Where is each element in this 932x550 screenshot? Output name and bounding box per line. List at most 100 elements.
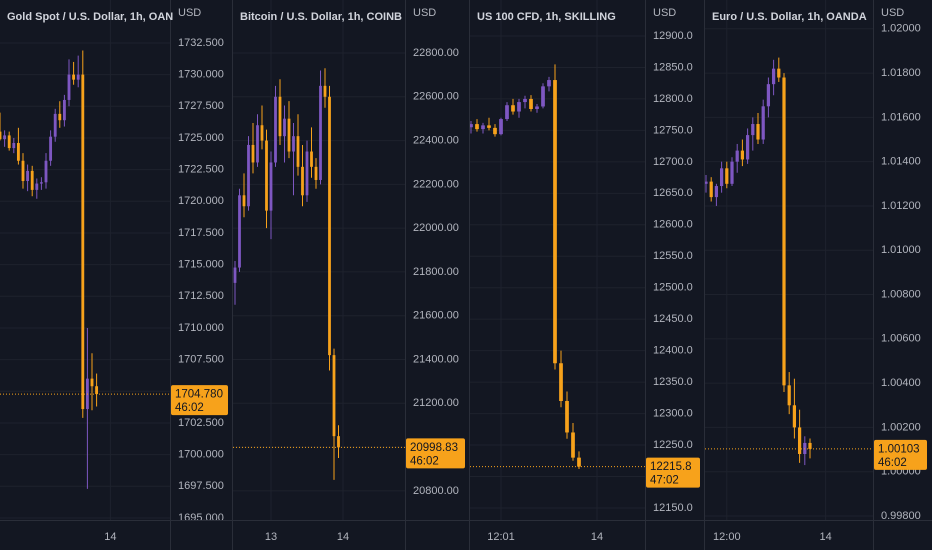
countdown-label: 46:02 [410,455,439,467]
x-tick-label: 12:00 [713,531,741,543]
plot-area [0,0,170,520]
candle-body [719,168,724,187]
y-tick-label: 1707.500 [178,354,224,366]
y-tick-label: 1725.000 [178,132,224,144]
candle-body [714,186,719,198]
candle-body [283,118,286,137]
y-tick-label: 12600.0 [653,219,693,231]
candle-body [3,135,7,140]
candle-body [256,125,259,163]
candle-body [278,96,282,137]
y-axis-label: USD [413,7,436,19]
y-tick-label: 1700.000 [178,449,224,461]
y-tick-label: 12700.0 [653,156,693,168]
candle-body [247,144,250,207]
candle-body [58,113,62,121]
candle-body [292,136,295,152]
y-tick-label: 12800.0 [653,93,693,105]
candle-body [269,162,273,211]
x-tick-label: 14 [104,531,116,543]
candle-body [517,102,521,112]
x-tick-label: 14 [819,531,831,543]
y-tick-label: 12500.0 [653,282,693,294]
y-tick-label: 1.01400 [881,156,921,168]
candle-body [287,118,291,152]
y-tick-label: 1702.500 [178,417,224,429]
x-tick-label: 13 [265,531,277,543]
candle-body [470,124,473,128]
y-tick-label: 1.01200 [881,200,921,212]
candle-body [260,125,264,141]
candle-body [242,195,246,207]
y-tick-label: 1.02000 [881,23,921,35]
candle-body [505,105,509,120]
y-tick-label: 1717.500 [178,227,224,239]
y-tick-label: 1.01600 [881,111,921,123]
countdown-label: 46:02 [878,457,907,469]
y-tick-label: 12750.0 [653,124,693,136]
candle-body [26,170,30,182]
y-tick-label: 20800.00 [413,485,459,497]
y-tick-label: 21400.00 [413,353,459,365]
y-axis-label: USD [881,7,904,19]
y-tick-label: 1715.000 [178,259,224,271]
plot-area [470,0,645,520]
candle-body [332,355,336,437]
candle-body [577,457,581,467]
candle-body [751,124,755,136]
candle-body [565,400,569,433]
candle-body [705,181,708,184]
price-tag [171,385,228,416]
y-tick-label: 1710.000 [178,322,224,334]
candle-body [766,84,771,107]
candle-body [337,436,340,448]
y-tick-label: 12900.0 [653,30,693,42]
y-axis-label: USD [653,7,676,19]
candle-body [49,136,53,161]
candle-body [559,363,563,401]
candle-body [475,124,479,130]
price-tag-label: 1704.780 [175,389,223,401]
candle-body [95,386,99,395]
price-tag [406,438,465,469]
y-tick-label: 21200.00 [413,397,459,409]
candle-body [541,86,545,107]
y-tick-label: 22000.00 [413,222,459,234]
candle-body [35,183,39,190]
y-axis-label: USD [178,7,201,19]
price-tag-label: 20998.83 [410,442,458,454]
y-tick-label: 1712.500 [178,290,224,302]
candle-body [238,195,241,268]
candle-body [771,68,776,85]
candle-body [511,105,515,112]
y-tick-label: 1.00600 [881,333,921,345]
y-tick-label: 12650.0 [653,187,693,199]
candle-body [797,427,802,455]
candle-body [808,442,812,449]
candle-body [67,74,71,100]
y-tick-label: 1695.000 [178,512,224,524]
y-tick-label: 1722.500 [178,164,224,176]
candle-body [523,98,527,103]
candle-body [487,125,491,128]
candle-body [301,166,304,196]
candle-body [547,80,551,87]
candle-body [7,135,11,149]
candle-body [251,144,255,163]
candle-body [314,166,318,180]
candle-body [319,85,322,180]
y-tick-label: 1.00400 [881,377,921,389]
candle-body [39,182,43,184]
candle-body [0,131,2,140]
candle-body [53,113,57,137]
y-tick-label: 1.01800 [881,67,921,79]
candle-body [481,125,485,130]
candle-body [323,85,327,97]
candle-body [499,119,503,135]
price-tag-label: 12215.8 [650,461,692,473]
x-tick-label: 14 [337,531,349,543]
y-tick-label: 12850.0 [653,61,693,73]
candle-body [740,150,745,160]
candle-body [782,77,786,386]
